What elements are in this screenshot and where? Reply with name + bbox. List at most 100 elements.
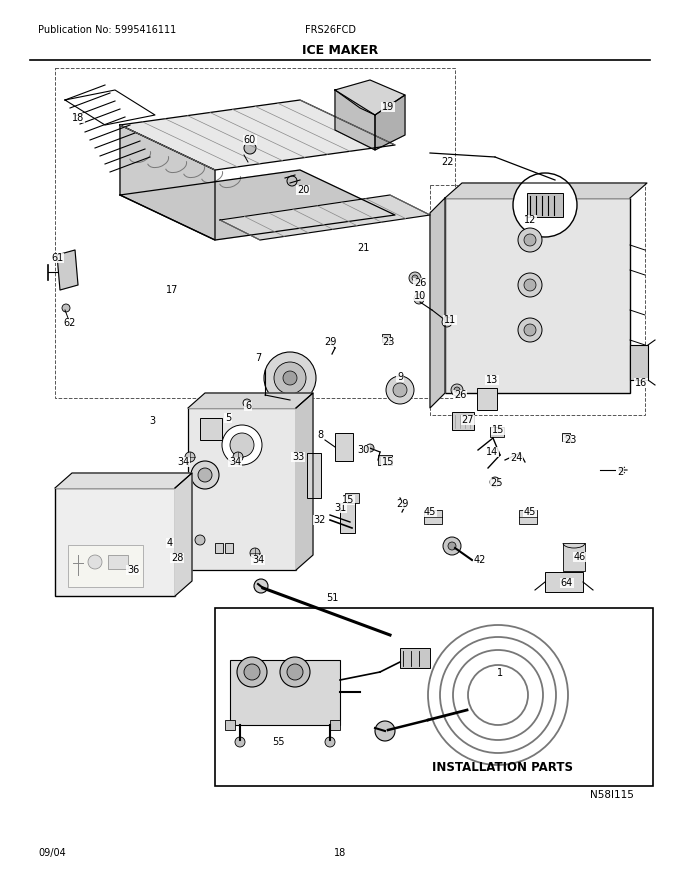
Text: ICE MAKER: ICE MAKER xyxy=(302,43,378,56)
Bar xyxy=(215,608,653,786)
Text: 21: 21 xyxy=(357,243,369,253)
Bar xyxy=(225,720,235,730)
Circle shape xyxy=(443,537,461,555)
Bar xyxy=(424,510,442,524)
Text: 20: 20 xyxy=(296,185,309,195)
Circle shape xyxy=(280,657,310,687)
Text: 12: 12 xyxy=(524,215,537,225)
Circle shape xyxy=(375,721,395,741)
Bar xyxy=(378,455,392,465)
Text: 2: 2 xyxy=(617,467,623,477)
Circle shape xyxy=(62,304,70,312)
Bar xyxy=(545,572,583,592)
Circle shape xyxy=(233,452,243,462)
Bar xyxy=(382,334,390,342)
Text: 46: 46 xyxy=(574,552,586,562)
Circle shape xyxy=(230,433,254,457)
Text: 33: 33 xyxy=(292,452,304,462)
Text: 19: 19 xyxy=(382,102,394,112)
Circle shape xyxy=(518,318,542,342)
Text: 34: 34 xyxy=(229,457,241,467)
Bar xyxy=(430,185,645,415)
Text: 29: 29 xyxy=(324,337,336,347)
Bar xyxy=(225,543,233,553)
Bar xyxy=(215,543,223,553)
Text: 34: 34 xyxy=(177,457,189,467)
Circle shape xyxy=(524,279,536,291)
Text: FRS26FCD: FRS26FCD xyxy=(305,25,356,35)
Circle shape xyxy=(513,173,577,237)
Bar xyxy=(563,543,585,571)
Circle shape xyxy=(185,452,195,462)
Circle shape xyxy=(222,425,262,465)
Text: 29: 29 xyxy=(396,499,408,509)
Circle shape xyxy=(264,352,316,404)
Circle shape xyxy=(524,324,536,336)
Circle shape xyxy=(283,371,297,385)
Text: 26: 26 xyxy=(414,278,426,288)
Text: 51: 51 xyxy=(326,593,338,603)
Bar xyxy=(230,660,340,725)
Polygon shape xyxy=(445,183,647,198)
Circle shape xyxy=(518,228,542,252)
Text: 23: 23 xyxy=(381,337,394,347)
Text: 18: 18 xyxy=(72,113,84,123)
Polygon shape xyxy=(55,473,192,488)
Polygon shape xyxy=(220,195,430,240)
Circle shape xyxy=(250,548,260,558)
Text: 15: 15 xyxy=(492,425,504,435)
Bar xyxy=(108,555,128,569)
Bar xyxy=(445,198,630,393)
Text: 9: 9 xyxy=(397,372,403,382)
Bar xyxy=(345,493,359,503)
Bar xyxy=(477,388,497,410)
Circle shape xyxy=(448,542,456,550)
Text: 34: 34 xyxy=(252,555,264,565)
Circle shape xyxy=(490,477,500,487)
Circle shape xyxy=(195,535,205,545)
Text: 62: 62 xyxy=(64,318,76,328)
Polygon shape xyxy=(120,170,395,240)
Polygon shape xyxy=(188,393,313,408)
Bar xyxy=(519,510,537,524)
Text: INSTALLATION PARTS: INSTALLATION PARTS xyxy=(432,760,573,774)
Text: 15: 15 xyxy=(342,495,354,505)
Text: 55: 55 xyxy=(272,737,284,747)
Text: 42: 42 xyxy=(474,555,486,565)
Text: 24: 24 xyxy=(510,453,522,463)
Circle shape xyxy=(393,383,407,397)
Circle shape xyxy=(287,664,303,680)
Text: 8: 8 xyxy=(317,430,323,440)
Circle shape xyxy=(287,176,297,186)
Bar xyxy=(188,408,296,570)
Text: 26: 26 xyxy=(454,390,466,400)
Text: 3: 3 xyxy=(149,416,155,426)
Bar xyxy=(335,433,353,461)
Circle shape xyxy=(412,275,418,281)
Text: 10: 10 xyxy=(414,291,426,301)
Text: 5: 5 xyxy=(225,413,231,423)
Circle shape xyxy=(524,234,536,246)
Circle shape xyxy=(237,657,267,687)
Circle shape xyxy=(235,737,245,747)
Bar xyxy=(452,412,474,430)
Bar xyxy=(400,648,430,668)
Circle shape xyxy=(243,399,251,407)
Circle shape xyxy=(454,387,460,393)
Text: 31: 31 xyxy=(334,503,346,513)
Circle shape xyxy=(244,142,256,154)
Text: N58I115: N58I115 xyxy=(590,790,634,800)
Bar xyxy=(200,418,222,440)
Text: 32: 32 xyxy=(313,515,326,525)
Bar xyxy=(55,488,175,596)
Text: 25: 25 xyxy=(491,478,503,488)
Text: 15: 15 xyxy=(381,457,394,467)
Text: 09/04: 09/04 xyxy=(38,848,66,858)
Polygon shape xyxy=(375,95,405,150)
Text: 28: 28 xyxy=(171,553,183,563)
Bar xyxy=(527,193,563,217)
Polygon shape xyxy=(296,393,313,570)
Circle shape xyxy=(325,737,335,747)
Text: 60: 60 xyxy=(244,135,256,145)
Text: 61: 61 xyxy=(51,253,63,263)
